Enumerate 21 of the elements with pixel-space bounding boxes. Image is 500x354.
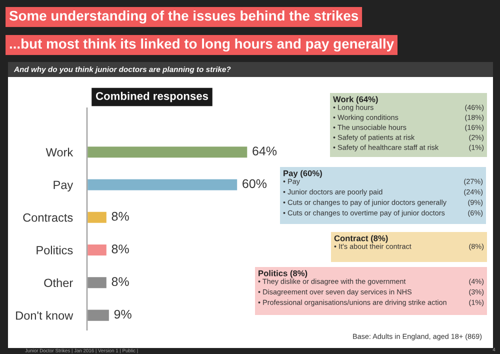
chart-title: Some understanding of the issues behind the strikes — [9, 10, 358, 24]
chart-subtitle: ...but most think its linked to long hours and pay generally — [10, 38, 394, 52]
data-label: 8% — [112, 212, 129, 221]
y-tick-label: Don't know — [16, 311, 74, 320]
y-tick-label: Work — [46, 148, 74, 156]
text: Combined responses — [96, 92, 208, 102]
y-tick-label: Pay — [54, 180, 74, 192]
bar — [87, 308, 110, 322]
bar — [87, 210, 108, 224]
bar — [87, 145, 249, 159]
data-label: 8% — [112, 277, 129, 286]
data-label: 64% — [252, 146, 277, 156]
data-label: 60% — [242, 179, 267, 188]
bar — [87, 243, 108, 257]
y-tick-label: Politics — [36, 246, 73, 254]
data-label: 8% — [112, 244, 129, 254]
y-tick-label: Other — [44, 278, 73, 288]
data-label: 9% — [114, 310, 132, 319]
bar — [87, 178, 238, 192]
y-tick-label: Contracts — [23, 213, 73, 222]
bar — [87, 276, 108, 290]
